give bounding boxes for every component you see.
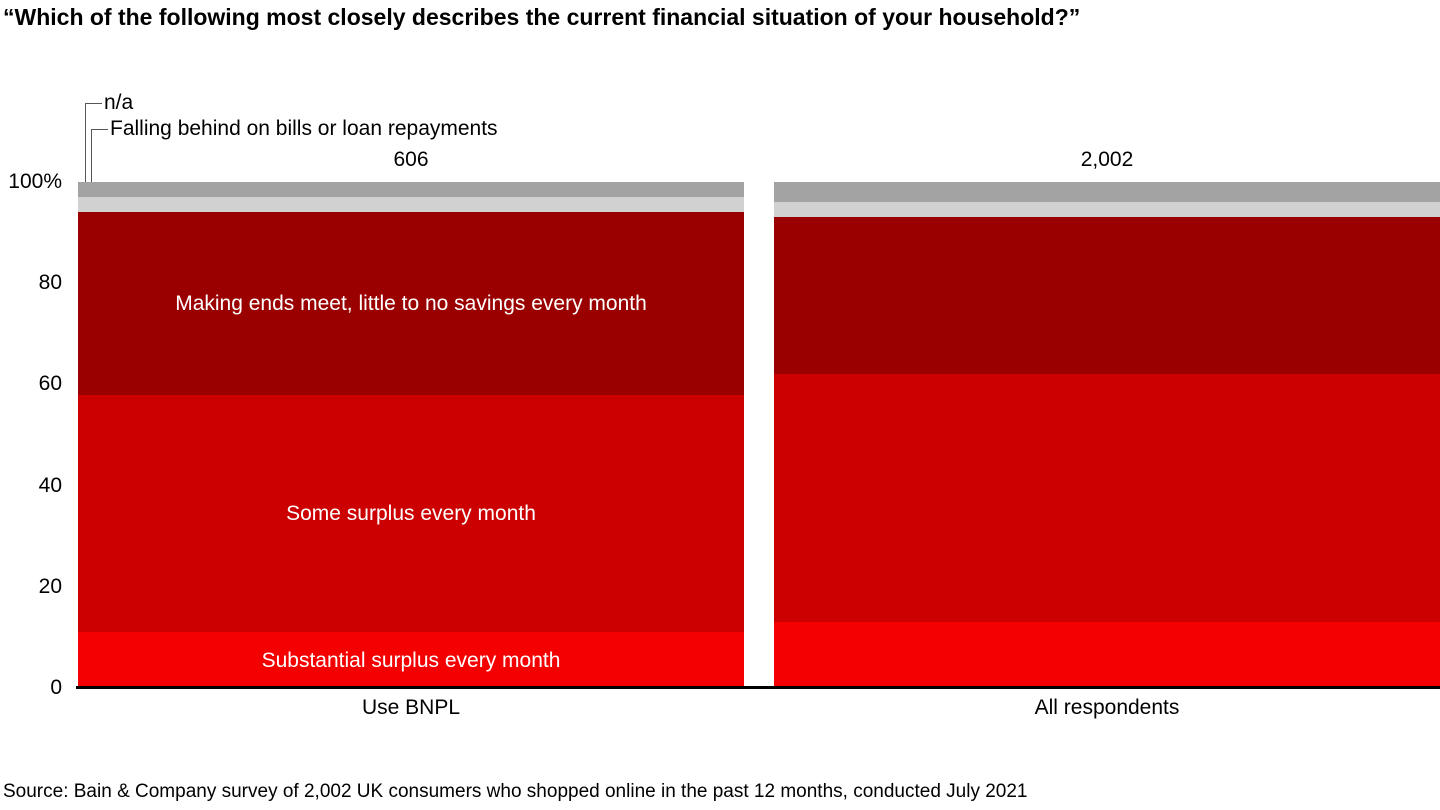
bar-segment: [774, 217, 1440, 375]
bar-count-use-bnpl: 606: [393, 148, 429, 171]
falling-behind-callout-label: Falling behind on bills or loan repaymen…: [110, 117, 498, 140]
bar-segment: [774, 374, 1440, 623]
bar-segment: [774, 182, 1440, 203]
bar-segment: [78, 197, 744, 213]
bar-segment: Some surplus every month: [78, 394, 744, 633]
x-axis-line: [76, 686, 1440, 689]
y-tick-80: 80: [38, 271, 62, 294]
bar-all-respondents: [774, 182, 1440, 688]
bar-segment: [78, 182, 744, 198]
na-callout-label: n/a: [104, 91, 134, 114]
segment-label: Making ends meet, little to no savings e…: [175, 291, 647, 315]
bar-use-bnpl: Substantial surplus every month Some surp…: [78, 182, 744, 688]
segment-label: Substantial surplus every month: [261, 648, 561, 672]
source-note: Source: Bain & Company survey of 2,002 U…: [3, 781, 1028, 802]
bar-segment: [774, 202, 1440, 218]
x-label-all-respondents: All respondents: [1034, 696, 1180, 719]
bar-count-all-respondents: 2,002: [1080, 148, 1134, 171]
y-tick-0: 0: [50, 676, 62, 699]
bar-segment: Substantial surplus every month: [78, 632, 744, 688]
segment-label: Some surplus every month: [286, 501, 536, 525]
figure-title: “Which of the following most closely des…: [3, 4, 1081, 30]
y-tick-60: 60: [38, 372, 62, 395]
bar-segment: [774, 622, 1440, 688]
na-callout-line: [85, 103, 102, 192]
falling-behind-callout-line: [91, 129, 108, 207]
x-label-use-bnpl: Use BNPL: [361, 696, 461, 719]
y-tick-100: 100%: [8, 170, 62, 193]
y-tick-20: 20: [38, 575, 62, 598]
y-tick-40: 40: [38, 474, 62, 497]
bar-segment: Making ends meet, little to no savings e…: [78, 212, 744, 395]
